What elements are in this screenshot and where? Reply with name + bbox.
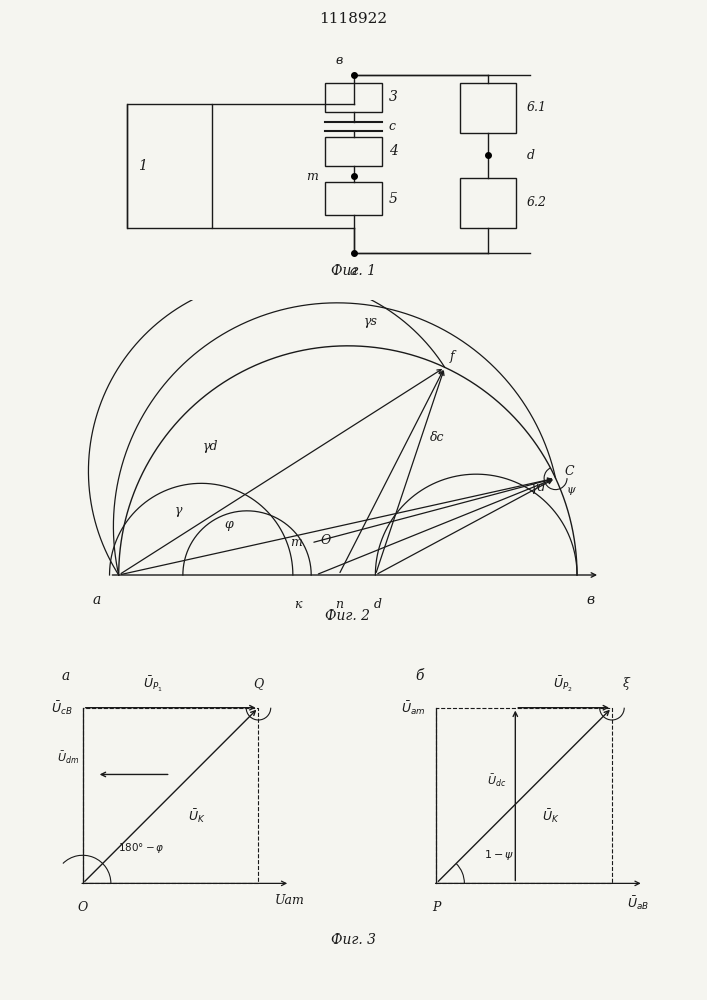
Text: a: a <box>350 265 357 278</box>
Text: а: а <box>62 669 70 683</box>
Text: 6.2: 6.2 <box>527 196 547 210</box>
Text: m: m <box>306 170 318 183</box>
Text: 4: 4 <box>389 144 398 158</box>
Text: $\bar{U}_{am}$: $\bar{U}_{am}$ <box>401 699 426 717</box>
Text: 3: 3 <box>389 90 398 104</box>
Text: f: f <box>450 350 454 363</box>
Text: O: O <box>78 901 88 914</box>
Text: Фиг. 1: Фиг. 1 <box>331 264 376 278</box>
Text: a: a <box>92 593 100 607</box>
Bar <box>325 182 382 215</box>
Text: c: c <box>389 120 396 133</box>
Text: $180°-\varphi$: $180°-\varphi$ <box>118 841 164 855</box>
Text: C: C <box>565 465 574 478</box>
Text: $\bar{U}_{dc}$: $\bar{U}_{dc}$ <box>487 773 506 789</box>
Text: δc: δc <box>431 431 445 444</box>
Bar <box>325 137 382 166</box>
Text: $\bar{U}_{aB}$: $\bar{U}_{aB}$ <box>627 894 649 912</box>
Text: $\bar{U}_K$: $\bar{U}_K$ <box>542 808 559 825</box>
Text: P: P <box>432 901 440 914</box>
Text: d: d <box>374 598 382 611</box>
Text: Фиг. 2: Фиг. 2 <box>325 609 370 623</box>
Text: в: в <box>336 54 343 67</box>
Text: γd: γd <box>531 481 547 494</box>
Text: $\bar{U}_{cB}$: $\bar{U}_{cB}$ <box>51 699 72 717</box>
Text: 1118922: 1118922 <box>320 12 387 26</box>
Text: Uam: Uam <box>275 894 305 907</box>
Text: в: в <box>586 593 595 607</box>
Text: к: к <box>293 598 301 611</box>
Text: 6.1: 6.1 <box>527 101 547 114</box>
Text: γd: γd <box>203 440 218 453</box>
Bar <box>460 83 516 133</box>
Text: 5: 5 <box>389 192 398 206</box>
Text: $\bar{U}_K$: $\bar{U}_K$ <box>188 808 206 825</box>
Bar <box>325 83 382 112</box>
Text: $\bar{U}_{dm}$: $\bar{U}_{dm}$ <box>57 750 79 766</box>
Text: ξ: ξ <box>622 677 629 690</box>
Text: $\bar{U}_{P_1}$: $\bar{U}_{P_1}$ <box>143 675 163 694</box>
Text: O: O <box>320 534 331 548</box>
Text: $1-\psi$: $1-\psi$ <box>484 848 514 862</box>
Text: $\bar{U}_{P_2}$: $\bar{U}_{P_2}$ <box>553 675 573 694</box>
Text: φ: φ <box>224 518 233 531</box>
Text: γs: γs <box>364 314 378 328</box>
Bar <box>460 178 516 228</box>
Text: б: б <box>415 669 423 683</box>
Text: γ: γ <box>175 504 182 517</box>
Text: 1: 1 <box>138 159 147 173</box>
Text: m: m <box>290 536 302 549</box>
Text: Q: Q <box>253 677 264 690</box>
Text: n: n <box>334 598 343 611</box>
Text: d: d <box>527 149 534 162</box>
Text: Фиг. 3: Фиг. 3 <box>331 933 376 947</box>
Bar <box>127 104 212 228</box>
Text: ψ: ψ <box>567 485 575 495</box>
